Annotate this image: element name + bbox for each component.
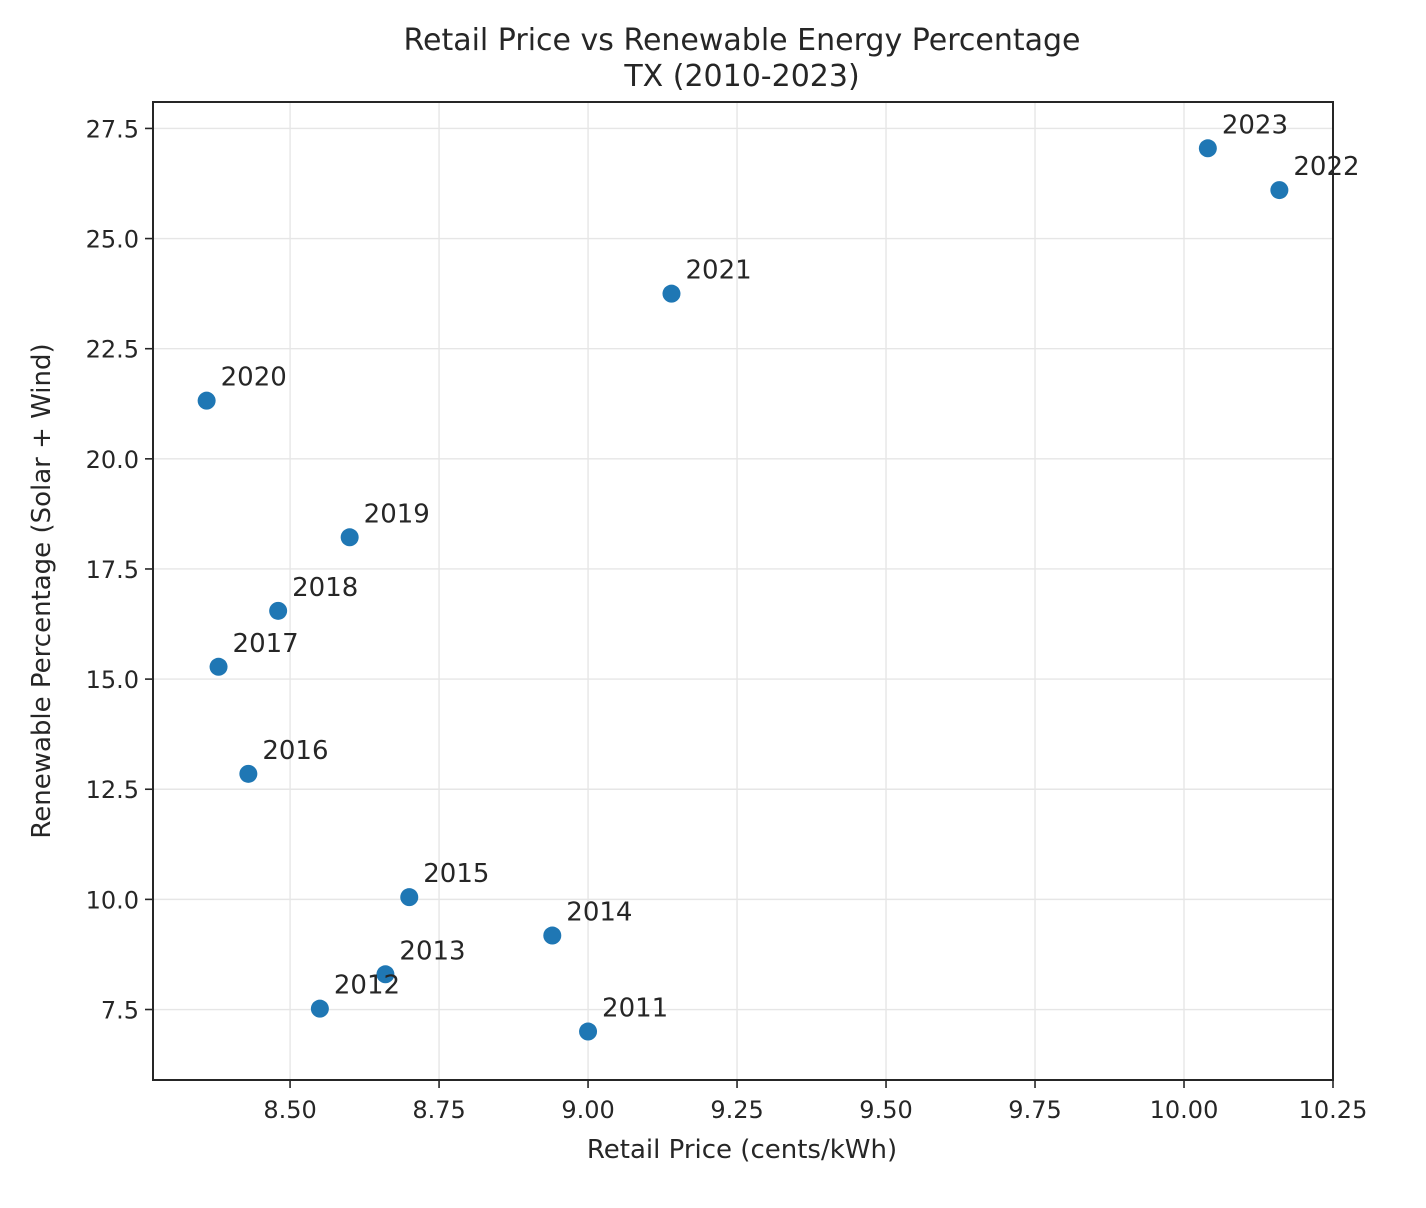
data-points [197, 139, 1289, 1041]
x-tick-label: 9.25 [710, 1096, 763, 1124]
scatter-point-2015 [400, 888, 419, 907]
point-labels: 2011 2012 2013 2014 2015 2016 2017 2018 2019 2020… [221, 110, 1360, 1023]
y-tick-label: 7.5 [101, 997, 139, 1025]
y-tick-label: 17.5 [86, 556, 139, 584]
point-label-2013: 2013 [399, 936, 465, 966]
grid-lines [153, 102, 1334, 1080]
scatter-point-2012 [310, 999, 329, 1018]
x-tick-label: 10.25 [1299, 1096, 1368, 1124]
point-label-2014: 2014 [566, 898, 632, 928]
point-label-2011: 2011 [602, 994, 668, 1024]
point-label-2022: 2022 [1293, 152, 1359, 182]
y-tick-label: 25.0 [86, 226, 139, 254]
scatter-point-2017 [209, 657, 228, 676]
point-label-2021: 2021 [685, 256, 751, 286]
point-label-2018: 2018 [292, 573, 358, 603]
point-label-2019: 2019 [364, 499, 430, 529]
point-label-2015: 2015 [423, 859, 489, 889]
axis-ticks: 8.50 8.75 9.00 9.25 9.50 9.75 10.00 10.25 7.5 10.… [86, 115, 1368, 1124]
scatter-point-2023 [1198, 139, 1217, 158]
x-tick-label: 9.75 [1008, 1096, 1061, 1124]
scatter-point-2011 [579, 1022, 598, 1041]
y-axis-label: Renewable Percentage (Solar + Wind) [27, 343, 57, 838]
chart-title: Retail Price vs Renewable Energy Percent… [404, 23, 1081, 58]
x-tick-label: 8.50 [263, 1096, 316, 1124]
chart-subtitle: TX (2010-2023) [623, 59, 859, 94]
x-axis-label: Retail Price (cents/kWh) [587, 1135, 897, 1165]
scatter-point-2020 [197, 391, 216, 410]
y-tick-label: 15.0 [86, 666, 139, 694]
point-label-2020: 2020 [221, 363, 287, 393]
y-tick-label: 27.5 [86, 115, 139, 143]
scatter-point-2022 [1270, 181, 1289, 200]
scatter-point-2014 [543, 926, 562, 945]
scatter-point-2021 [662, 284, 681, 303]
scatter-point-2018 [269, 601, 288, 620]
y-tick-label: 10.0 [86, 886, 139, 914]
point-label-2016: 2016 [262, 736, 328, 766]
x-tick-label: 9.50 [859, 1096, 912, 1124]
point-label-2023: 2023 [1222, 110, 1288, 140]
scatter-point-2013 [376, 965, 395, 984]
y-tick-label: 12.5 [86, 776, 139, 804]
plot-frame [152, 101, 1334, 1081]
point-label-2012: 2012 [334, 971, 400, 1001]
x-tick-label: 9.00 [561, 1096, 614, 1124]
scatter-point-2019 [340, 528, 359, 547]
y-tick-label: 22.5 [86, 336, 139, 364]
x-tick-label: 10.00 [1150, 1096, 1219, 1124]
scatter-point-2016 [239, 764, 258, 783]
x-tick-label: 8.75 [412, 1096, 465, 1124]
y-tick-label: 20.0 [86, 446, 139, 474]
point-label-2017: 2017 [233, 629, 299, 659]
